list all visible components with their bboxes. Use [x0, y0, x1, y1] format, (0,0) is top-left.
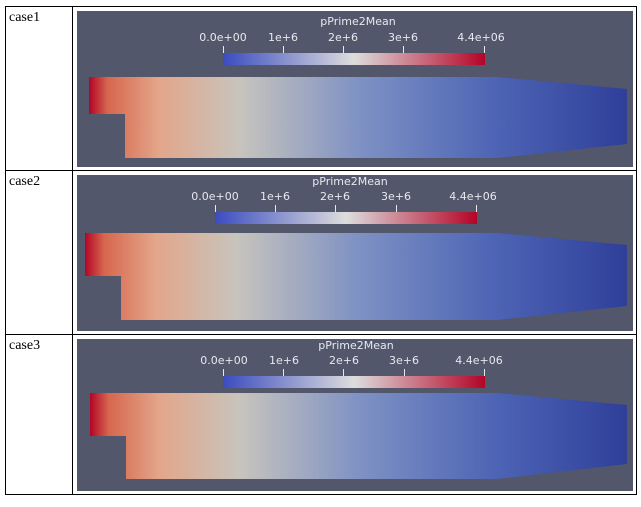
colorbar-tick-labels: 0.0e+00 1e+6 2e+6 3e+6 4.4e+06	[200, 354, 502, 367]
case-row: case1 pPrime2Mean 0.0e+00 1e+6	[5, 6, 637, 171]
case-label: case3	[9, 338, 41, 353]
colorbar-tick-label: 1e+6	[268, 31, 298, 44]
case-table: case1 pPrime2Mean 0.0e+00 1e+6	[5, 6, 637, 495]
colorbar-tick-label: 4.4e+06	[457, 31, 504, 44]
case-label: case1	[9, 10, 41, 25]
figure-cell: pPrime2Mean 0.0e+00 1e+6 2e+6 3e+6 4.4e+…	[72, 170, 637, 335]
colorbar-tick-label: 4.4e+06	[449, 190, 496, 203]
field-domain	[90, 393, 627, 479]
field-domain	[85, 233, 627, 320]
case-row: case3 pPrime2Mean 0.0e+00 1e+6	[5, 334, 637, 495]
colorbar-tick-label: 0.0e+00	[199, 31, 246, 44]
colorbar	[223, 53, 485, 65]
case-label-cell: case3	[5, 334, 73, 495]
colorbar-tick-label: 1e+6	[269, 354, 299, 367]
colorbar-tick-label: 3e+6	[389, 354, 419, 367]
colorbar-title: pPrime2Mean	[318, 339, 393, 352]
field-plot-case2: pPrime2Mean 0.0e+00 1e+6 2e+6 3e+6 4.4e+…	[77, 175, 633, 331]
colorbar-tick-label: 0.0e+00	[191, 190, 238, 203]
field-plot-case1: pPrime2Mean 0.0e+00 1e+6 2e+6 3e+6 4.4e+…	[77, 11, 633, 167]
case-label-cell: case1	[5, 6, 73, 171]
colorbar-ticks	[223, 369, 485, 376]
colorbar-tick-label: 2e+6	[329, 354, 359, 367]
case-label-cell: case2	[5, 170, 73, 335]
colorbar-title: pPrime2Mean	[320, 15, 395, 28]
colorbar-tick-labels: 0.0e+00 1e+6 2e+6 3e+6 4.4e+06	[191, 190, 496, 203]
colorbar-ticks	[223, 46, 485, 53]
colorbar	[223, 376, 485, 388]
colorbar-tick-label: 2e+6	[328, 31, 358, 44]
figure-cell: pPrime2Mean 0.0e+00 1e+6 2e+6 3e+6 4.4e+…	[72, 334, 637, 495]
colorbar-tick-labels: 0.0e+00 1e+6 2e+6 3e+6 4.4e+06	[199, 31, 504, 44]
colorbar-tick-label: 4.4e+06	[455, 354, 502, 367]
colorbar-tick-label: 3e+6	[388, 31, 418, 44]
colorbar-tick-label: 3e+6	[381, 190, 411, 203]
colorbar-tick-label: 0.0e+00	[200, 354, 247, 367]
colorbar-tick-label: 1e+6	[260, 190, 290, 203]
case-label: case2	[9, 174, 41, 189]
colorbar-ticks	[215, 205, 477, 212]
field-plot-case3: pPrime2Mean 0.0e+00 1e+6 2e+6 3e+6 4.4e+…	[77, 339, 633, 491]
field-domain	[89, 77, 627, 158]
colorbar-title: pPrime2Mean	[312, 175, 387, 188]
colorbar	[215, 212, 477, 224]
colorbar-tick-label: 2e+6	[320, 190, 350, 203]
case-row: case2 pPrime2Mean 0.0e+00 1e+6	[5, 170, 637, 335]
figure-cell: pPrime2Mean 0.0e+00 1e+6 2e+6 3e+6 4.4e+…	[72, 6, 637, 171]
